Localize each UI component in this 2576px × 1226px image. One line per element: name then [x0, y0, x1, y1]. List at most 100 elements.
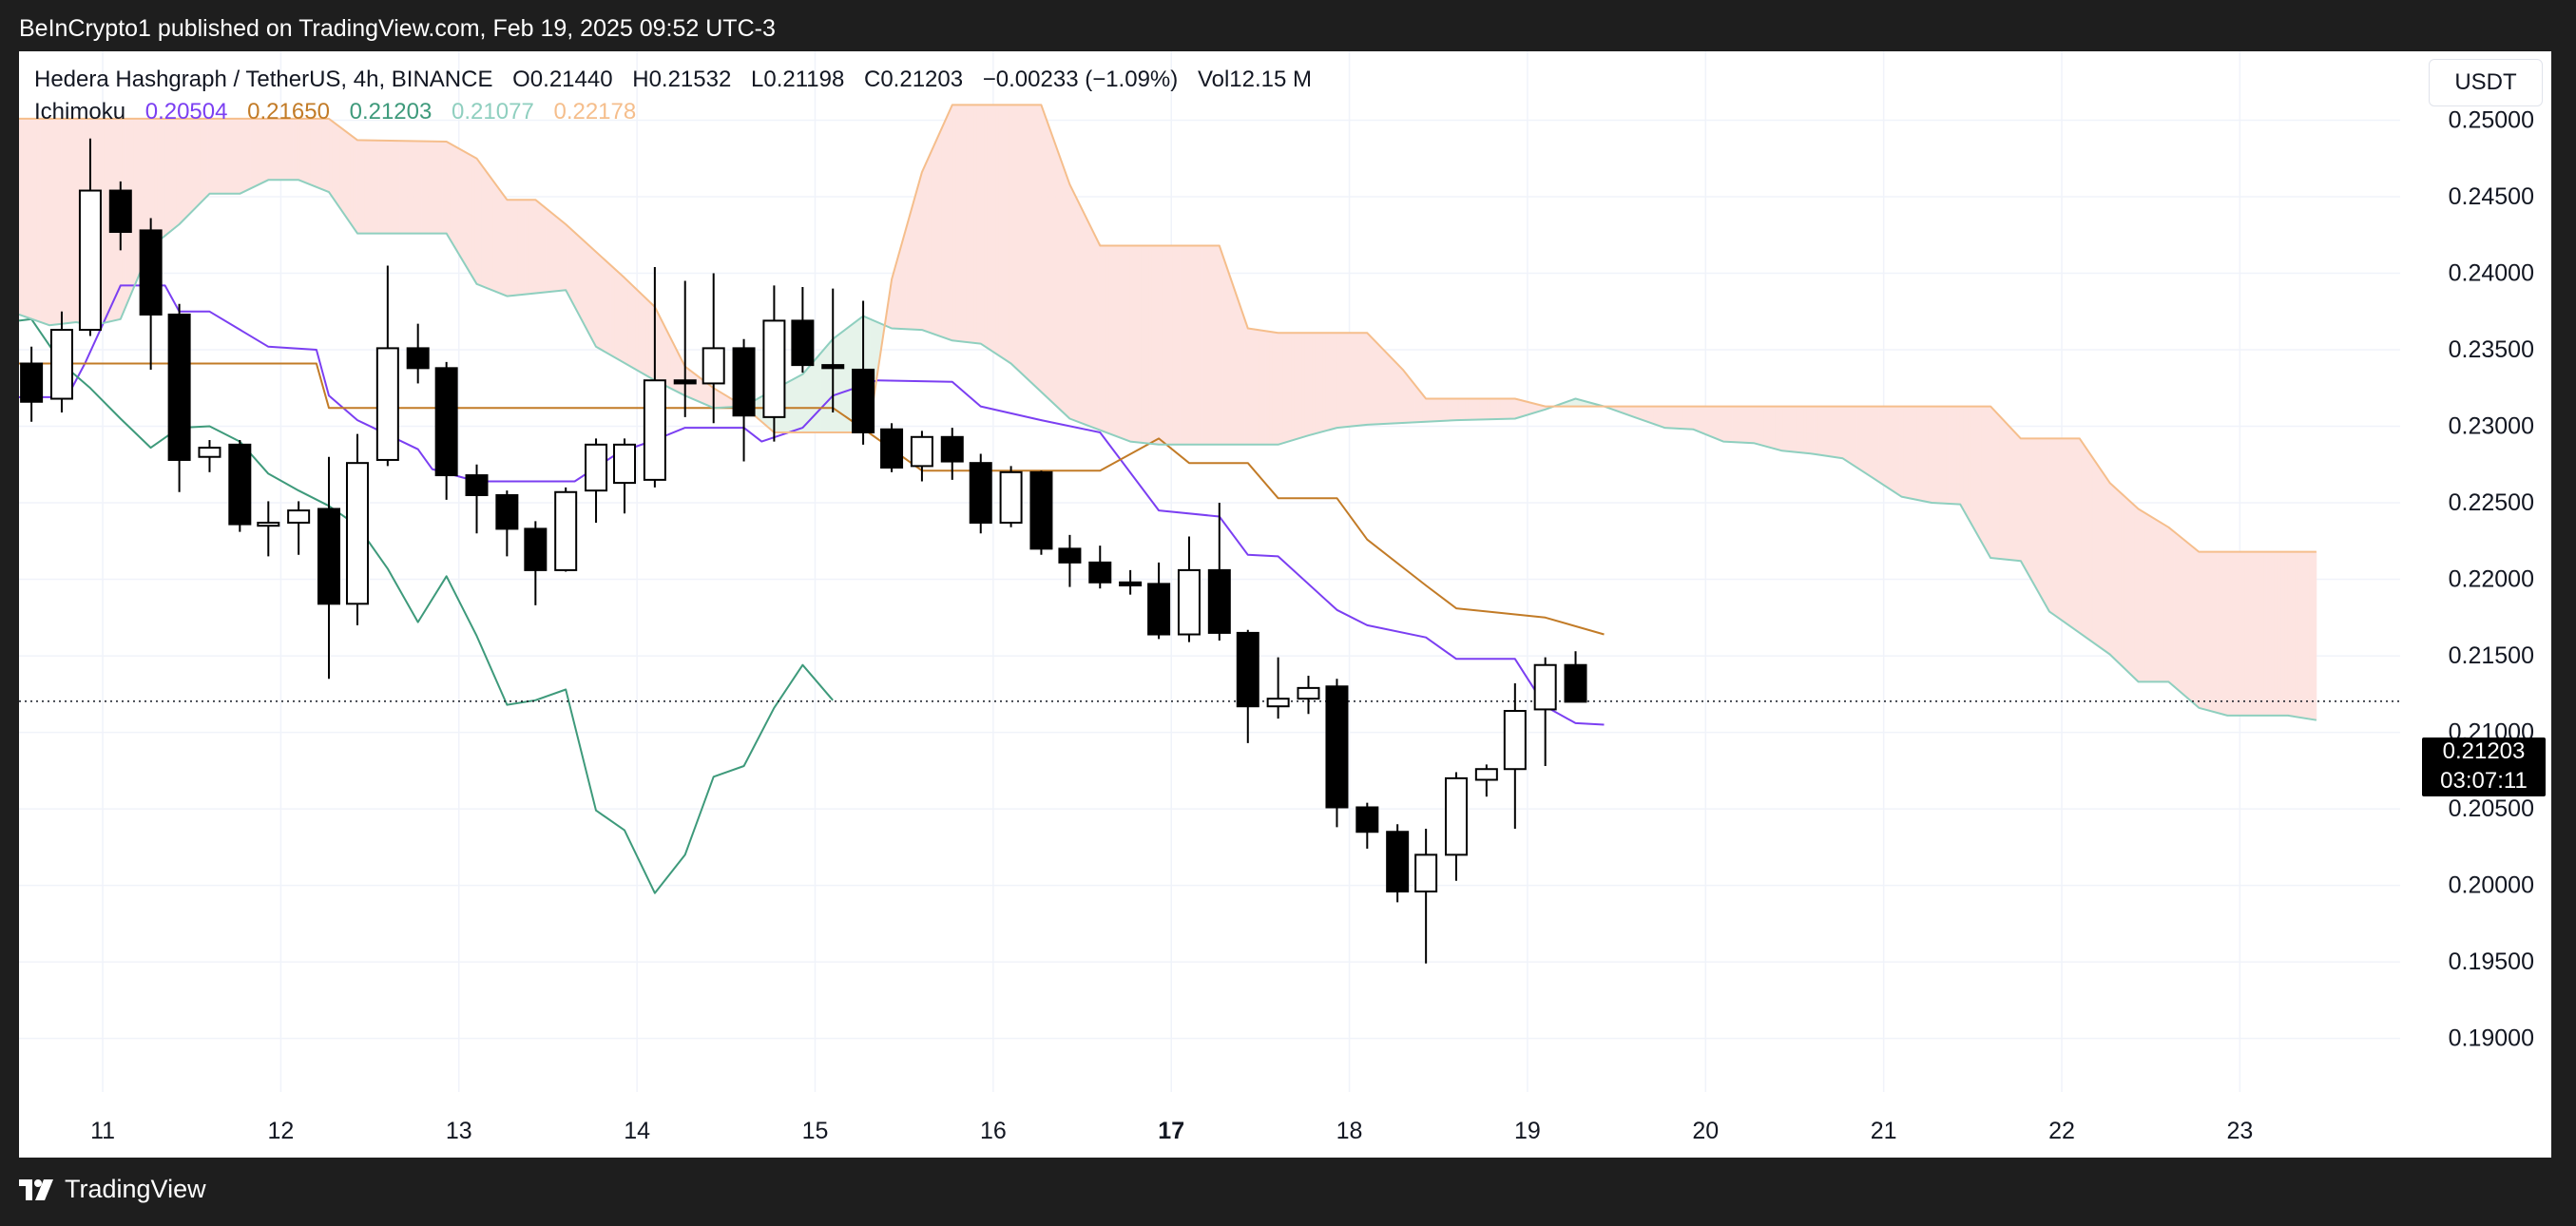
cloud-segment — [691, 371, 697, 401]
cloud-segment — [242, 118, 248, 193]
cloud-segment — [1151, 245, 1156, 445]
cloud-segment — [2295, 551, 2299, 718]
cloud-segment — [1678, 406, 1683, 430]
cloud-segment — [1985, 406, 1990, 556]
candle-body — [762, 319, 786, 418]
x-axis-tick-label: 12 — [268, 1118, 295, 1144]
y-axis-tick-label: 0.22500 — [2449, 489, 2534, 516]
cloud-segment — [1967, 406, 1971, 525]
cloud-segment — [606, 260, 611, 355]
cloud-segment — [1219, 245, 1223, 446]
cloud-segment — [915, 178, 921, 331]
cloud-segment — [1208, 245, 1213, 446]
cloud-segment — [798, 374, 803, 433]
chart-panel[interactable]: 0.19000 0.19500 0.20000 0.20500 0.21000 0.215… — [19, 51, 2551, 1158]
cloud-segment — [524, 199, 529, 296]
cloud-segment — [221, 118, 226, 195]
cloud-segment — [364, 140, 369, 234]
cloud-segment — [930, 144, 935, 335]
cloud-segment — [987, 105, 992, 352]
cloud-segment — [1268, 331, 1274, 446]
cloud-segment — [1451, 398, 1455, 421]
y-axis-tick-label: 0.19500 — [2449, 948, 2534, 975]
cloud-segment — [1999, 414, 2004, 560]
cloud-segment — [1643, 406, 1647, 422]
cloud-segment — [2240, 551, 2246, 717]
cloud-segment — [972, 105, 978, 344]
y-axis-tick-label: 0.25000 — [2449, 106, 2534, 133]
bottom-bar: TradingView — [0, 1158, 2576, 1226]
cloud-segment — [2028, 438, 2032, 582]
cloud-segment — [183, 118, 187, 221]
cloud-segment — [1746, 406, 1751, 444]
candle-body — [702, 347, 725, 385]
cloud-segment — [2109, 482, 2114, 659]
cloud-segment — [1169, 245, 1174, 446]
cloud-segment — [955, 105, 960, 342]
cloud-segment — [2220, 551, 2224, 716]
cloud-segment — [1076, 199, 1081, 424]
symbol-name[interactable]: Hedera Hashgraph / TetherUS, 4h, BINANCE — [34, 67, 493, 92]
cloud-segment — [962, 105, 968, 343]
cloud-segment — [22, 118, 27, 318]
indicator-name[interactable]: Ichimoku — [34, 99, 126, 125]
candle-body — [1503, 710, 1527, 771]
y-axis-tick-label: 0.24500 — [2449, 183, 2534, 210]
candle-body — [49, 329, 73, 400]
x-axis-tick-label: 21 — [1871, 1118, 1897, 1144]
cloud-segment — [1322, 332, 1327, 432]
cloud-segment — [2077, 437, 2082, 635]
cloud-segment — [1411, 379, 1416, 423]
cloud-segment — [421, 141, 426, 234]
candle-body — [139, 229, 163, 316]
cloud-segment — [2280, 551, 2285, 717]
cloud-segment — [1661, 406, 1665, 429]
x-axis-tick-label: 22 — [2048, 1118, 2075, 1144]
cloud-segment — [1739, 406, 1743, 443]
cloud-segment — [478, 160, 483, 287]
candle-body — [643, 379, 666, 481]
cloud-segment — [1325, 332, 1331, 431]
cloud-segment — [1447, 398, 1451, 421]
cloud-segment — [1781, 406, 1786, 451]
cloud-segment — [1859, 406, 1865, 473]
indicator-span-b-value: 0.22178 — [553, 99, 637, 125]
cloud-segment — [1212, 245, 1217, 446]
cloud-segment — [393, 140, 397, 234]
cloud-segment — [1853, 406, 1857, 469]
cloud-segment — [1457, 398, 1462, 421]
currency-button[interactable]: USDT — [2429, 59, 2543, 106]
cloud-segment — [211, 118, 216, 195]
cloud-segment — [218, 118, 222, 195]
cloud-segment — [2163, 523, 2167, 682]
indicator-tenkan-value: 0.20504 — [144, 99, 228, 125]
candle-body — [78, 189, 102, 332]
tradingview-logo[interactable]: TradingView — [19, 1175, 206, 1204]
cloud-segment — [546, 207, 550, 293]
cloud-segment — [1062, 164, 1067, 416]
cloud-segment — [314, 118, 319, 189]
cloud-segment — [260, 118, 265, 184]
cloud-segment — [1696, 406, 1701, 433]
cloud-segment — [29, 118, 34, 320]
cloud-segment — [827, 340, 832, 433]
cloud-segment — [2301, 551, 2306, 719]
cloud-segment — [1522, 400, 1527, 417]
cloud-segment — [1133, 245, 1138, 443]
cloud-segment — [1963, 406, 1969, 519]
cloud-segment — [179, 118, 183, 225]
cloud-segment — [802, 369, 807, 433]
cloud-segment — [1055, 144, 1060, 410]
candlestick-chart[interactable]: 0.190000.195000.200000.205000.210000.215… — [19, 51, 2551, 1158]
cloud-segment — [321, 118, 326, 192]
cloud-segment — [1201, 245, 1206, 446]
candle-body — [1414, 853, 1438, 893]
candle-body — [821, 364, 845, 370]
cloud-segment — [2024, 438, 2028, 575]
cloud-segment — [1066, 174, 1070, 420]
cloud-segment — [1881, 406, 1886, 488]
cloud-segment — [513, 199, 518, 297]
cloud-segment — [1051, 134, 1056, 407]
cloud-segment — [1354, 332, 1359, 427]
cloud-segment — [1222, 256, 1227, 446]
